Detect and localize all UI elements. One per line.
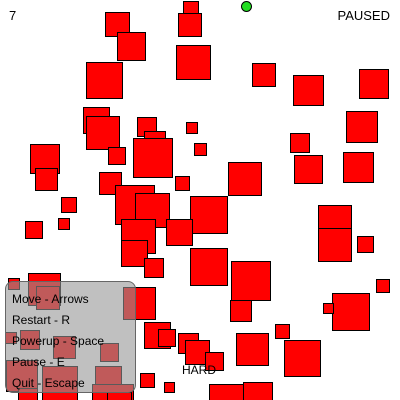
obstacle-block — [293, 75, 324, 106]
obstacle-block — [284, 340, 321, 377]
obstacle-block — [61, 197, 77, 213]
obstacle-block — [86, 62, 123, 99]
obstacle-block — [243, 382, 273, 400]
difficulty-label: HARD — [182, 363, 217, 377]
obstacle-block — [121, 240, 148, 267]
controls-help-panel: Move - Arrows Restart - R Powerup - Spac… — [5, 281, 136, 393]
obstacle-block — [323, 303, 334, 314]
obstacle-block — [35, 168, 58, 191]
obstacle-block — [108, 147, 126, 165]
obstacle-block — [144, 258, 164, 278]
obstacle-block — [318, 228, 352, 262]
obstacle-block — [178, 13, 202, 37]
obstacle-block — [343, 152, 374, 183]
player-ball-icon — [241, 1, 252, 12]
obstacle-block — [164, 382, 175, 393]
obstacle-block — [25, 221, 43, 239]
obstacle-block — [252, 63, 276, 87]
obstacle-block — [357, 236, 374, 253]
obstacle-block — [205, 352, 224, 371]
obstacle-block — [117, 32, 146, 61]
obstacle-block — [209, 384, 246, 400]
obstacle-block — [190, 248, 228, 286]
help-restart: Restart - R — [12, 313, 71, 327]
obstacle-block — [332, 293, 370, 331]
obstacle-block — [236, 333, 269, 366]
game-status-label: PAUSED — [337, 8, 391, 23]
obstacle-block — [86, 116, 120, 150]
obstacle-block — [175, 176, 190, 191]
obstacle-block — [228, 162, 262, 196]
obstacle-block — [166, 219, 193, 246]
obstacle-block — [290, 133, 310, 153]
obstacle-block — [359, 69, 389, 99]
obstacle-block — [294, 155, 323, 184]
obstacle-block — [231, 261, 271, 301]
obstacle-block — [275, 324, 290, 339]
obstacle-block — [58, 218, 70, 230]
obstacle-block — [190, 196, 228, 234]
obstacle-block — [230, 300, 252, 322]
help-move: Move - Arrows — [12, 292, 89, 306]
score-counter: 7 — [9, 8, 17, 23]
obstacle-block — [176, 45, 211, 80]
obstacle-block — [376, 279, 390, 293]
obstacle-block — [346, 111, 378, 143]
obstacle-block — [186, 122, 198, 134]
obstacle-block — [158, 329, 176, 347]
help-powerup: Powerup - Space — [12, 334, 105, 348]
help-quit: Quit - Escape — [12, 376, 85, 390]
obstacle-block — [140, 373, 155, 388]
help-pause: Pause - E — [12, 355, 65, 369]
obstacle-block — [133, 138, 173, 178]
obstacle-block — [194, 143, 207, 156]
